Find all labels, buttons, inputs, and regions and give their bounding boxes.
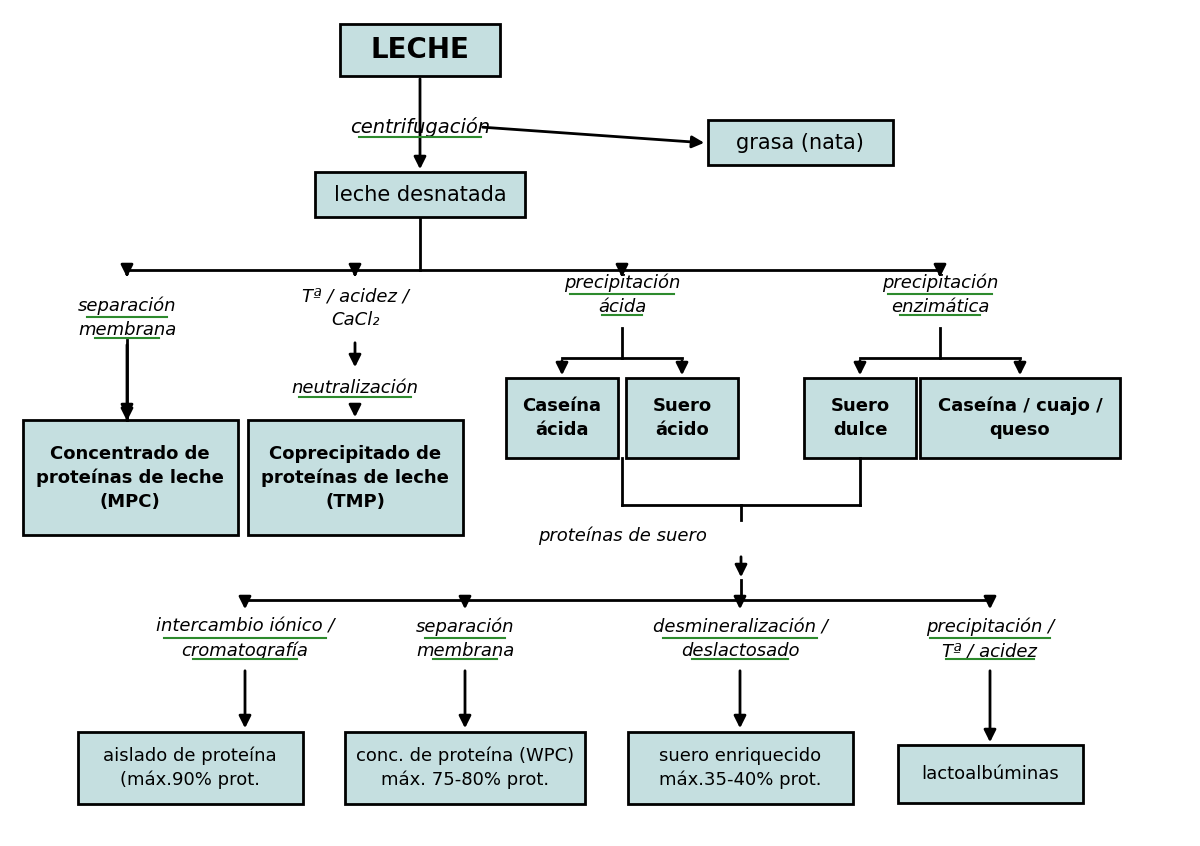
Text: separación
membrana: separación membrana <box>415 618 515 660</box>
Text: Caseína / cuajo /
queso: Caseína / cuajo / queso <box>937 397 1103 439</box>
Text: leche desnatada: leche desnatada <box>334 185 506 205</box>
FancyBboxPatch shape <box>506 378 618 458</box>
FancyBboxPatch shape <box>628 732 852 804</box>
FancyBboxPatch shape <box>346 732 586 804</box>
FancyBboxPatch shape <box>708 120 893 166</box>
Text: grasa (nata): grasa (nata) <box>736 133 864 153</box>
FancyBboxPatch shape <box>898 745 1082 803</box>
Text: Tª / acidez /
CaCl₂: Tª / acidez / CaCl₂ <box>301 287 408 329</box>
FancyBboxPatch shape <box>78 732 302 804</box>
FancyBboxPatch shape <box>23 420 238 536</box>
Text: Concentrado de
proteínas de leche
(MPC): Concentrado de proteínas de leche (MPC) <box>36 445 224 511</box>
Text: LECHE: LECHE <box>371 36 469 64</box>
Text: Coprecipitado de
proteínas de leche
(TMP): Coprecipitado de proteínas de leche (TMP… <box>262 445 449 511</box>
Text: suero enriquecido
máx.35-40% prot.: suero enriquecido máx.35-40% prot. <box>659 747 821 789</box>
Text: aislado de proteína
(máx.90% prot.: aislado de proteína (máx.90% prot. <box>103 747 277 789</box>
Text: conc. de proteína (WPC)
máx. 75-80% prot.: conc. de proteína (WPC) máx. 75-80% prot… <box>356 747 574 789</box>
Text: precipitación
ácida: precipitación ácida <box>564 274 680 316</box>
Text: Suero
ácido: Suero ácido <box>653 398 712 439</box>
Text: desmineralización /
deslactosado: desmineralización / deslactosado <box>653 618 828 660</box>
Text: intercambio iónico /
cromatografía: intercambio iónico / cromatografía <box>156 618 335 660</box>
Text: Caseína
ácida: Caseína ácida <box>522 398 601 439</box>
FancyBboxPatch shape <box>340 24 500 76</box>
Text: proteínas de suero: proteínas de suero <box>538 527 707 546</box>
Text: precipitación
enzimática: precipitación enzimática <box>882 274 998 316</box>
FancyBboxPatch shape <box>314 173 526 217</box>
Text: lactoalbúminas: lactoalbúminas <box>922 765 1058 783</box>
Text: centrifugación: centrifugación <box>350 117 490 137</box>
Text: precipitación /
Tª / acidez: precipitación / Tª / acidez <box>926 618 1054 660</box>
Text: neutralización: neutralización <box>292 379 419 397</box>
FancyBboxPatch shape <box>247 420 462 536</box>
FancyBboxPatch shape <box>626 378 738 458</box>
Text: Suero
dulce: Suero dulce <box>830 398 889 439</box>
FancyBboxPatch shape <box>804 378 916 458</box>
FancyBboxPatch shape <box>920 378 1120 458</box>
Text: separación
membrana: separación membrana <box>78 297 176 339</box>
